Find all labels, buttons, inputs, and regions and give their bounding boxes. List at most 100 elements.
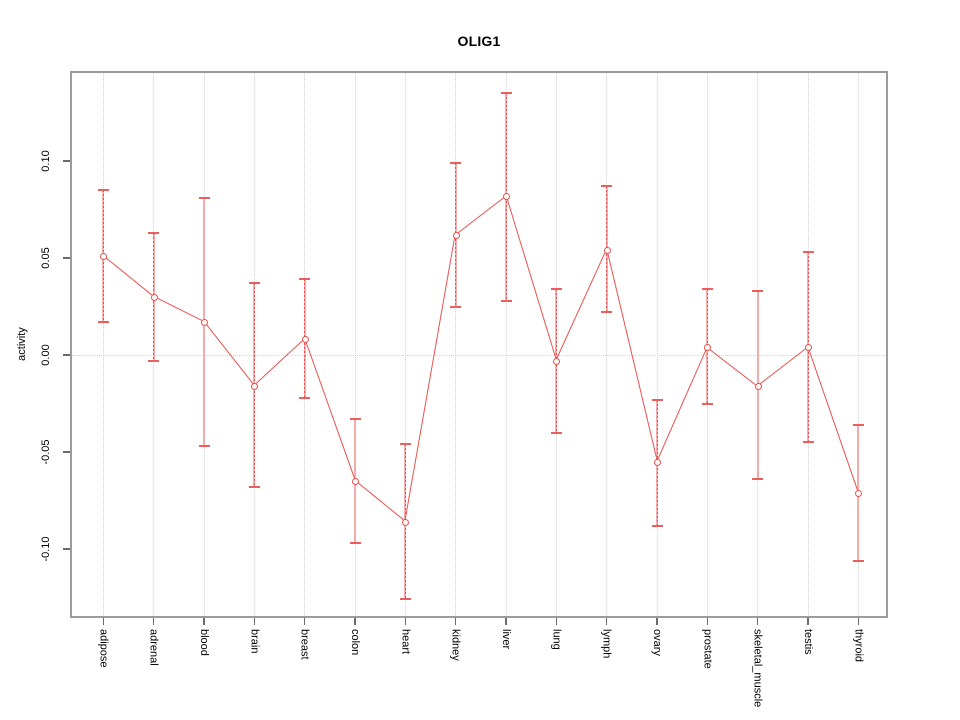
data-point: [100, 252, 108, 260]
error-bar-cap-top: [701, 288, 713, 291]
series-segment: [656, 346, 708, 462]
y-tick-label: 0.10: [40, 150, 52, 172]
error-bar-cap-top: [601, 185, 613, 188]
error-bar-cap-bottom: [148, 359, 160, 362]
data-point: [502, 192, 510, 200]
x-tick-label: liver: [500, 629, 513, 650]
data-point: [653, 458, 661, 466]
error-bar-cap-top: [450, 161, 462, 164]
data-point: [553, 357, 561, 365]
data-point: [351, 478, 359, 485]
data-point: [251, 382, 259, 390]
gridline-vertical: [606, 73, 608, 616]
gridline-vertical: [455, 73, 457, 616]
series-segment: [404, 234, 457, 522]
y-tick-label: 0.00: [40, 344, 52, 366]
y-tick: [63, 354, 70, 356]
error-bar-cap-top: [299, 278, 311, 281]
x-tick: [455, 618, 457, 625]
x-tick: [656, 618, 658, 625]
error-bar-cap-top: [248, 282, 260, 285]
error-bar-cap-bottom: [752, 478, 764, 481]
error-bar-cap-bottom: [450, 305, 462, 308]
error-bar-cap-bottom: [601, 311, 613, 314]
data-point: [150, 293, 158, 301]
x-tick: [756, 618, 759, 625]
x-tick-label: colon: [349, 629, 362, 656]
x-tick: [253, 618, 256, 625]
data-point: [603, 247, 611, 255]
data-point: [301, 336, 309, 344]
x-tick-label: thyroid: [852, 629, 865, 663]
y-tick: [63, 451, 70, 453]
series-segment: [505, 195, 558, 362]
series-segment: [153, 296, 205, 323]
x-tick-label: lymph: [600, 629, 613, 659]
error-bar-cap-top: [399, 443, 411, 446]
plot-inner: [72, 73, 886, 616]
y-tick-label: -0.05: [40, 439, 52, 465]
error-bar-cap-bottom: [349, 542, 361, 545]
error-bar-cap-bottom: [97, 321, 109, 324]
error-bar-cap-top: [752, 289, 764, 292]
y-tick: [63, 548, 70, 550]
data-point: [452, 231, 460, 239]
zero-gridline: [72, 355, 886, 356]
y-tick: [63, 160, 70, 162]
x-tick-label: prostate: [701, 629, 714, 669]
x-tick: [555, 618, 558, 625]
x-tick: [505, 618, 507, 625]
x-tick: [304, 618, 306, 625]
series-segment: [807, 346, 860, 493]
x-tick: [807, 618, 809, 625]
gridline-vertical: [102, 73, 104, 616]
gridline-vertical: [656, 73, 658, 616]
error-bar-cap-bottom: [701, 402, 713, 405]
gridline-vertical: [505, 73, 507, 616]
series-segment: [102, 255, 155, 298]
error-bar-cap-top: [97, 189, 109, 192]
error-bar-cap-top: [198, 196, 210, 199]
y-tick-label: -0.10: [40, 536, 52, 562]
x-tick: [857, 618, 860, 625]
x-tick-label: kidney: [449, 629, 462, 661]
series-segment: [555, 249, 608, 362]
x-tick-label: brain: [248, 629, 261, 654]
x-tick-label: blood: [198, 629, 211, 656]
error-bar-cap-bottom: [852, 559, 864, 562]
data-point: [754, 382, 762, 390]
x-tick: [102, 618, 105, 625]
data-point: [855, 489, 863, 497]
series-segment: [203, 321, 255, 387]
error-bar-cap-top: [651, 398, 663, 401]
series-segment: [354, 480, 406, 523]
x-tick: [404, 618, 407, 625]
x-tick-label: testis: [802, 629, 815, 655]
error-bar-cap-top: [500, 92, 512, 95]
y-tick-label: 0.05: [40, 247, 52, 269]
data-point: [704, 344, 712, 352]
x-tick-label: skeletal_muscle: [751, 629, 764, 708]
data-point: [200, 318, 208, 326]
error-bar-cap-top: [148, 231, 160, 234]
error-bar-cap-bottom: [500, 299, 512, 302]
error-bar-cap-top: [550, 288, 562, 291]
data-point: [402, 518, 410, 526]
error-bar-cap-top: [349, 418, 361, 421]
y-axis-title: activity: [16, 327, 28, 361]
error-bar-cap-bottom: [651, 524, 663, 527]
error-bar-cap-bottom: [550, 431, 562, 434]
chart-title: OLIG1: [457, 33, 501, 49]
x-tick: [203, 618, 205, 625]
series-segment: [253, 338, 306, 387]
x-tick-label: adipose: [97, 629, 110, 668]
error-bar-cap-top: [802, 251, 814, 254]
x-tick: [606, 618, 608, 625]
error-bar-cap-bottom: [248, 485, 260, 488]
series-segment: [455, 195, 507, 236]
x-tick: [706, 618, 709, 625]
data-point: [804, 344, 812, 352]
series-segment: [757, 346, 809, 387]
y-tick: [63, 257, 70, 259]
plot-area: [70, 71, 888, 618]
